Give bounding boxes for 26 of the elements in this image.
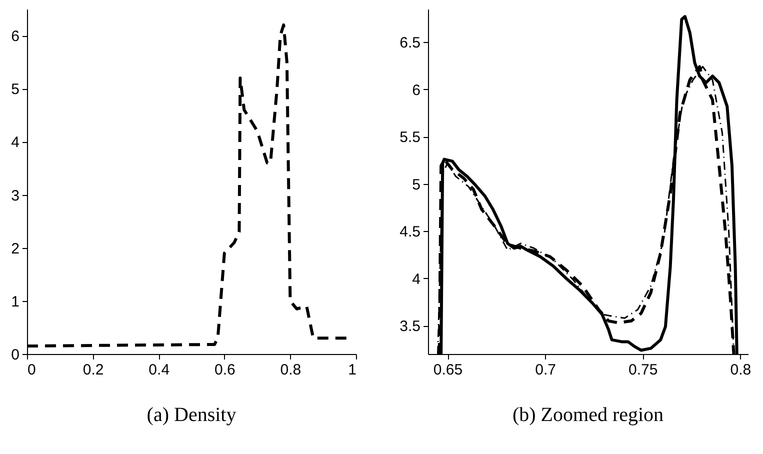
x-tick-label: 0.4 — [148, 362, 170, 378]
x-tick-label: 0.65 — [433, 362, 463, 378]
y-tick-label: 6.5 — [400, 34, 420, 52]
y-tick-label: 4.5 — [400, 224, 420, 241]
y-tick-label: 2 — [11, 240, 20, 258]
x-tick-label: 0 — [28, 362, 36, 378]
text: (b) Zoomed region — [512, 404, 664, 426]
x-tick-label: 0.7 — [535, 362, 556, 378]
x-tick-label: 0.8 — [280, 362, 302, 378]
y-tick-label: 1 — [11, 293, 20, 310]
y-tick-label: 5 — [11, 81, 20, 98]
text: (a) Density — [146, 404, 236, 426]
y-tick-label: 3.5 — [400, 318, 420, 336]
y-tick-label: 3 — [11, 187, 20, 204]
y-tick-label: 0 — [11, 346, 20, 364]
y-tick-label: 6 — [412, 82, 420, 99]
y-tick-label: 6 — [11, 28, 20, 46]
x-tick-label: 0.8 — [730, 362, 752, 378]
y-tick-label: 5.5 — [400, 129, 420, 146]
x-tick-label: 0.2 — [82, 362, 104, 378]
x-tick-label: 0.75 — [628, 362, 658, 378]
y-tick-label: 5 — [412, 176, 420, 194]
x-tick-label: 1 — [348, 362, 356, 378]
x-tick-label: 0.6 — [214, 362, 236, 378]
y-tick-label: 4 — [11, 134, 20, 152]
y-tick-label: 4 — [412, 270, 420, 288]
